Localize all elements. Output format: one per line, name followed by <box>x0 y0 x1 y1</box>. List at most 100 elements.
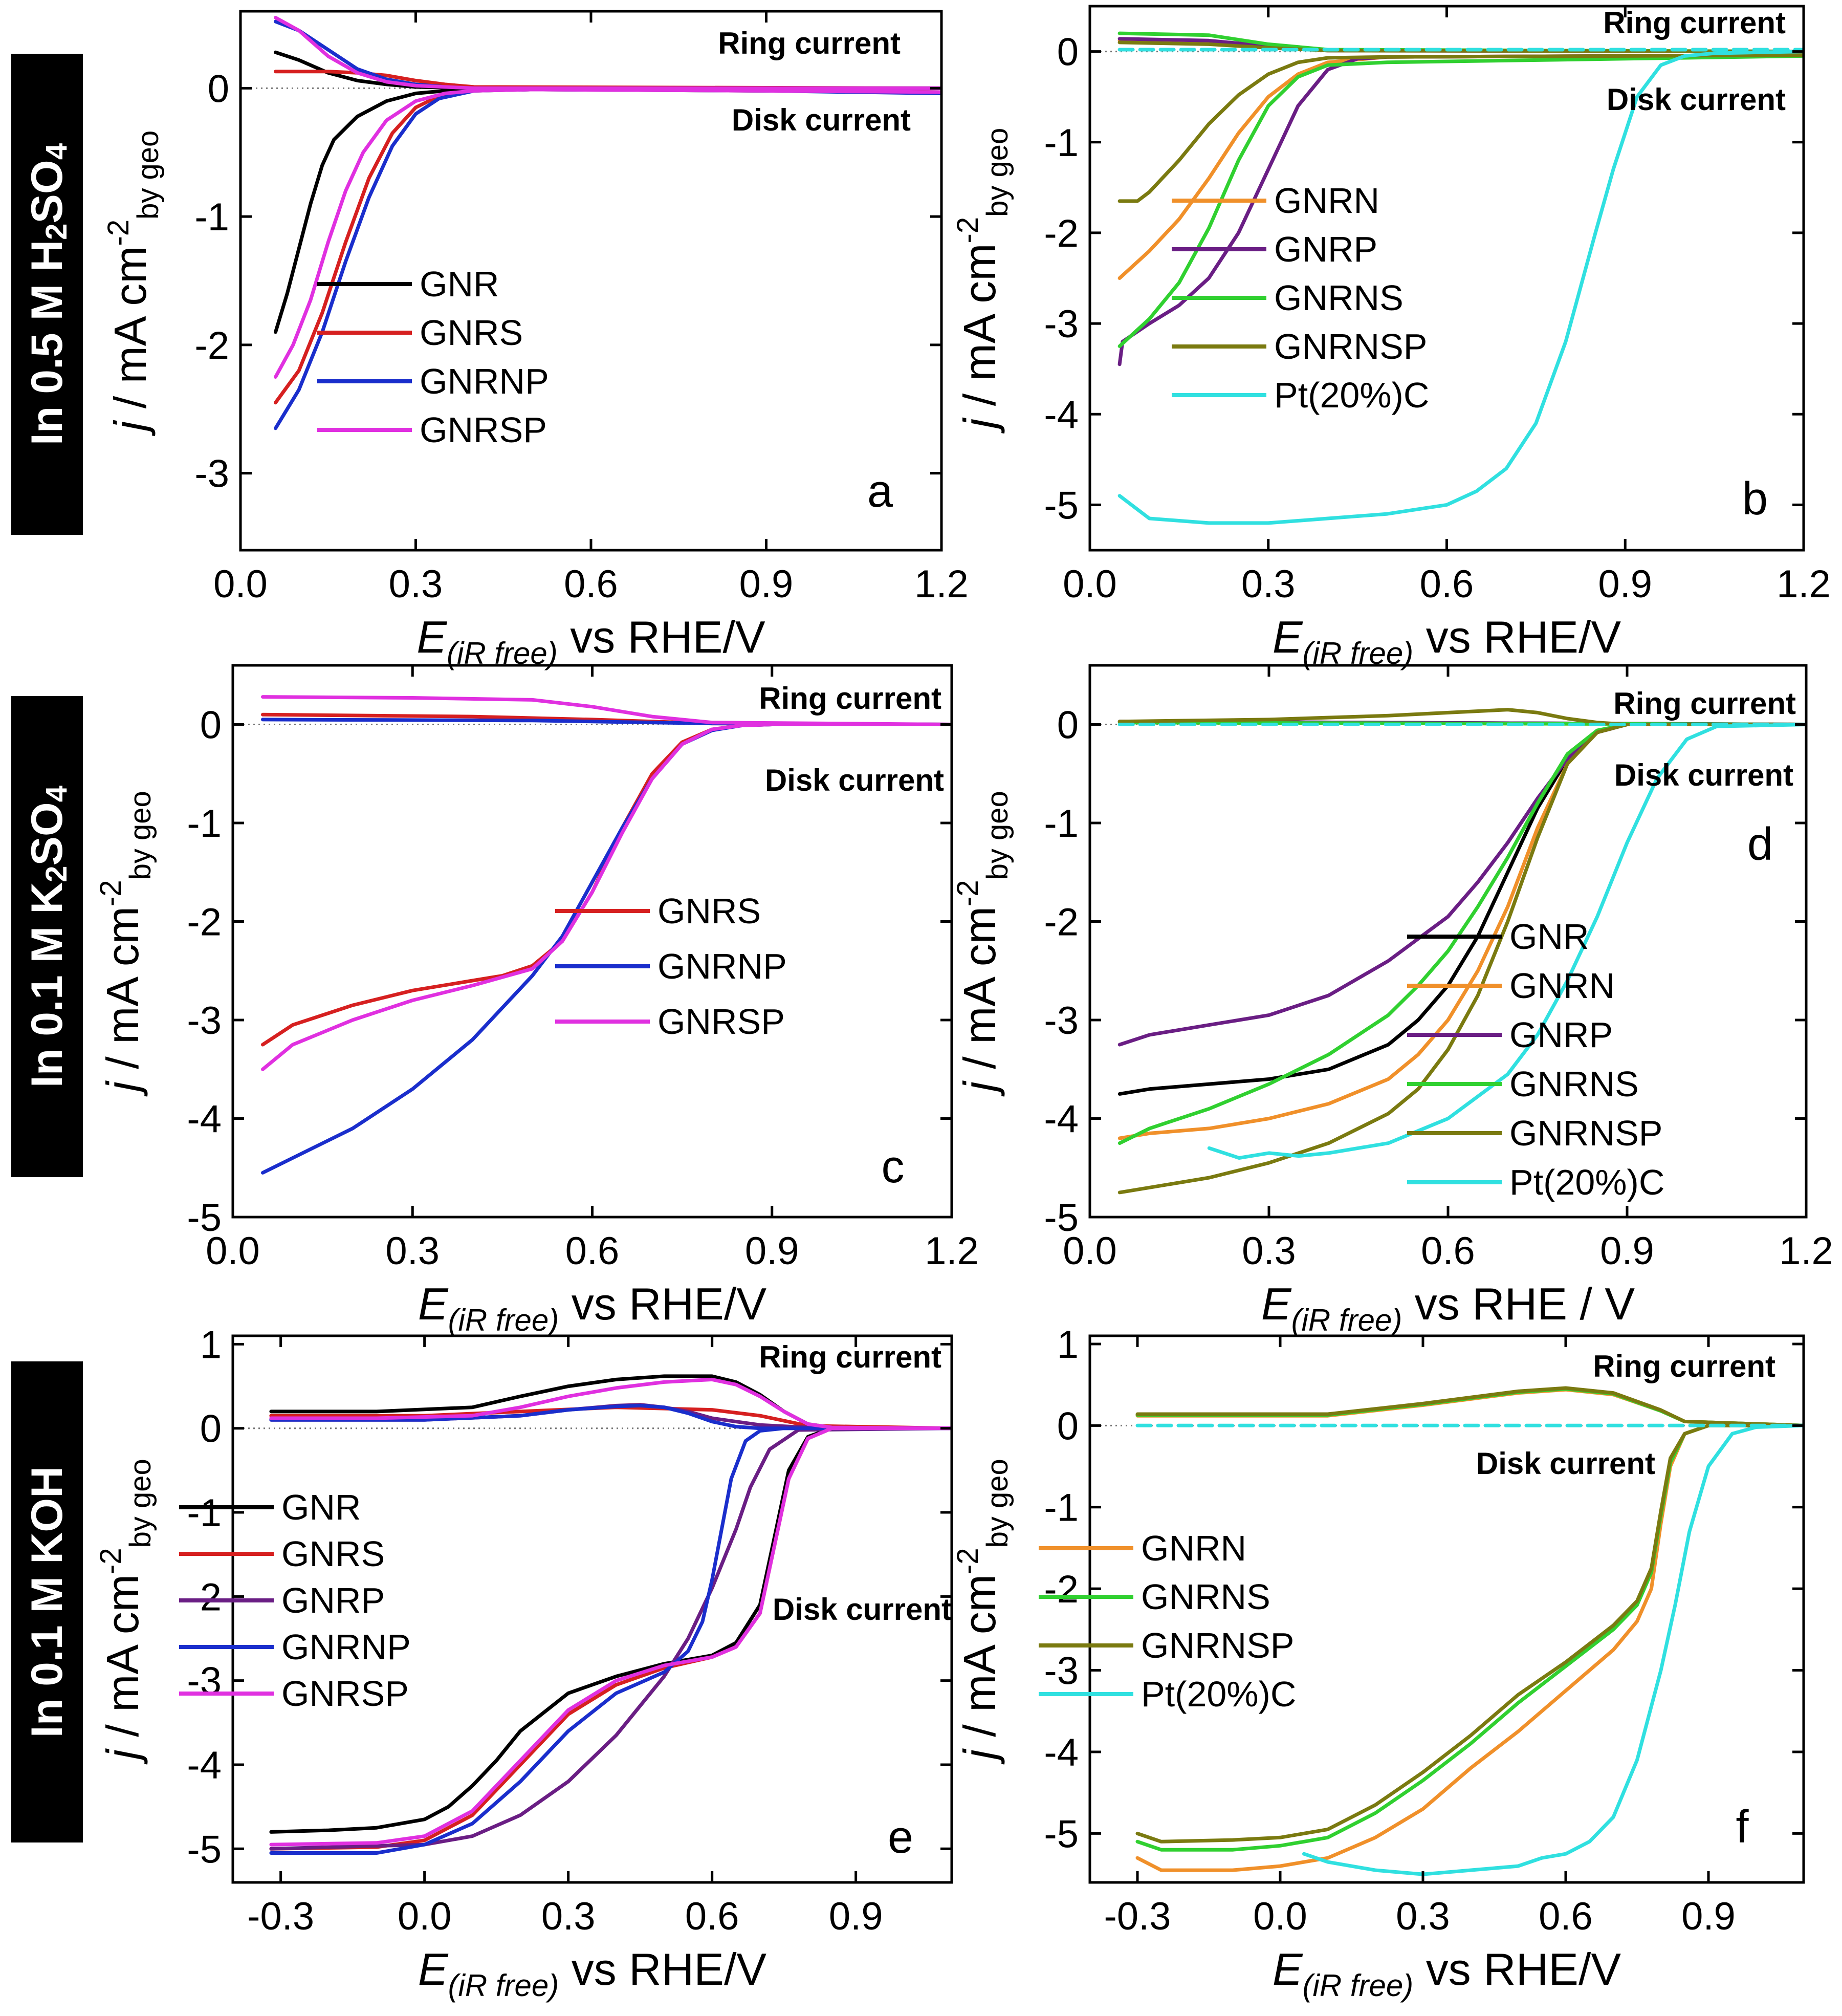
panel-e: -0.3 0.0 0.3 0.6 0.9 1 0 -1 -2 -3 -4 -5 E(iR free) v… <box>94 1323 953 2003</box>
legend-entry: GNRN <box>1509 966 1615 1006</box>
x-axis-title: E(iR free) vs RHE/V <box>418 1278 767 1337</box>
y-tick-label: 1 <box>1057 1323 1079 1367</box>
y-tick-label: -1 <box>187 802 222 846</box>
ring-current-label: Ring current <box>1613 686 1796 721</box>
x-tick-label: 0.6 <box>1420 562 1474 606</box>
legend-entry: GNRNSP <box>1274 327 1427 366</box>
y-tick-label: 0 <box>1057 704 1079 747</box>
legend-entry: GNRS <box>657 891 761 931</box>
x-tick-label: 0.0 <box>1253 1895 1307 1938</box>
plot-frame <box>1088 1334 1805 1884</box>
legend: GNRN GNRNS GNRNSP Pt(20%)C <box>1039 1528 1296 1714</box>
ring-current-label: Ring current <box>759 681 941 716</box>
legend-entry: GNRNS <box>1274 278 1404 318</box>
legend-entry: GNRP <box>1509 1015 1613 1055</box>
y-tick-label: 0 <box>208 67 229 111</box>
disk-current-label-2: Disk current <box>773 1592 952 1627</box>
series-pt-20-c-disk-line <box>1207 723 1806 1160</box>
legend: GNRS GNRNP GNRSP <box>555 891 787 1042</box>
legend-entry: GNRP <box>1274 229 1377 269</box>
y-tick-label: -3 <box>1044 1650 1079 1693</box>
series-gnrsp-ring-line <box>269 1377 952 1430</box>
y-tick-label: -2 <box>1044 212 1079 255</box>
series-gnrp-disk-line <box>269 1426 952 1851</box>
y-tick-label: -2 <box>1044 1568 1079 1611</box>
x-tick-label: 0.6 <box>564 562 618 606</box>
x-tick-label: 0.6 <box>1539 1895 1593 1938</box>
x-tick-label: 0.9 <box>1681 1895 1736 1938</box>
curves <box>1117 708 1806 1195</box>
x-axis-title: E(iR free) vs RHE/V <box>1273 612 1621 670</box>
x-tick-label: 0.0 <box>213 562 268 606</box>
row-label-box <box>11 696 83 1177</box>
legend-entry: GNRNP <box>420 361 549 401</box>
row-label-box <box>11 1361 83 1842</box>
x-tick-label: 1.2 <box>925 1229 979 1273</box>
series-gnrnsp-disk-line <box>1135 1423 1804 1844</box>
legend-entry: GNRNP <box>657 946 787 986</box>
x-tick-label: 0.0 <box>398 1895 452 1938</box>
y-tick-label: -1 <box>194 196 229 239</box>
y-tick-label: -3 <box>1044 999 1079 1043</box>
curves <box>1135 1386 1804 1876</box>
legend-entry: GNR <box>281 1487 361 1527</box>
series-gnrnp-ring-line <box>269 1403 952 1430</box>
series-gnrsp-disk-line <box>261 723 952 1071</box>
panel-letter: c <box>882 1141 905 1193</box>
y-tick-label: 0 <box>1057 1404 1079 1448</box>
y-axis-title: j / mA cm-2by geo <box>951 1459 1014 1765</box>
y-axis-title: j / mA cm-2by geo <box>951 128 1014 434</box>
legend-entry: GNRSP <box>420 410 547 450</box>
legend-entry: GNRNS <box>1141 1577 1270 1617</box>
series-gnrnsp-disk-line <box>1117 53 1804 203</box>
x-axis-title: E(iR free) vs RHE/V <box>1273 1944 1621 2003</box>
panel-letter: b <box>1742 473 1768 525</box>
x-tick-label: 1.2 <box>1777 562 1831 606</box>
y-axis-title: j / mA cm-2by geo <box>951 791 1014 1097</box>
x-axis-title: E(iR free) vs RHE/V <box>416 612 765 670</box>
x-tick-label: 0.3 <box>1242 1229 1296 1273</box>
x-tick-label: 0.9 <box>1600 1229 1654 1273</box>
y-tick-label: -3 <box>1044 302 1079 346</box>
series-gnrns-disk-line <box>1117 723 1806 1145</box>
x-tick-label: 1.2 <box>1779 1229 1833 1273</box>
legend-entry: GNRNSP <box>1509 1113 1662 1153</box>
y-tick-label: -5 <box>1044 1812 1079 1856</box>
ring-current-label: Ring current <box>1593 1349 1775 1383</box>
x-tick-label: 0.3 <box>389 562 443 606</box>
legend-entry: GNRNS <box>1509 1064 1639 1104</box>
legend-entry: GNRNP <box>281 1627 411 1667</box>
row-label-box <box>11 54 83 535</box>
series-gnrns-ring-line <box>1135 1387 1804 1427</box>
x-tick-label: 0.6 <box>1421 1229 1475 1273</box>
series-gnrnp-disk-line <box>274 88 941 430</box>
series-gnrsp-ring-line <box>274 16 941 90</box>
series-gnrsp-disk-line <box>269 1426 952 1847</box>
curves <box>274 16 941 430</box>
panel-b: 0.0 0.3 0.6 0.9 1.2 0 -1 -2 -3 -4 -5 E(iR free) vs … <box>951 5 1831 670</box>
x-tick-label: 0.9 <box>1598 562 1652 606</box>
x-axis-title: E(iR free) vs RHE/V <box>418 1944 767 2003</box>
y-tick-label: -3 <box>187 999 222 1043</box>
panels: 0.0 0.3 0.6 0.9 1.2 0 -1 -2 -3 E(iR free) vs RHE/… <box>94 5 1833 2003</box>
y-tick-label: -4 <box>1044 1098 1079 1141</box>
series-gnrnsp-disk-line <box>1117 723 1806 1195</box>
legend-entry: Pt(20%)C <box>1141 1674 1296 1714</box>
disk-current-label: Disk current <box>1607 82 1786 117</box>
legend-entry: GNR <box>420 264 499 304</box>
series-gnr-disk-line <box>269 1426 952 1834</box>
x-tick-label: 0.6 <box>565 1229 620 1273</box>
legend-entry: Pt(20%)C <box>1509 1162 1664 1202</box>
y-tick-label: -1 <box>1044 121 1079 165</box>
panel-letter: a <box>867 466 893 517</box>
ring-current-label: Ring current <box>759 1340 941 1374</box>
legend-entry: GNRNSP <box>1141 1625 1294 1665</box>
x-tick-label: 0.0 <box>206 1229 260 1273</box>
disk-current-label: Disk current <box>765 763 944 797</box>
y-tick-label: -1 <box>1044 802 1079 846</box>
panel-f: -0.3 0.0 0.3 0.6 0.9 1 0 -1 -2 -3 -4 -5 E(iR free) v… <box>951 1323 1805 2003</box>
x-tick-label: 0.3 <box>541 1895 596 1938</box>
y-tick-label: -5 <box>1044 484 1079 527</box>
panel-d: 0.0 0.3 0.6 0.9 1.2 0 -1 -2 -3 -4 -5 E(iR free) vs … <box>951 664 1833 1337</box>
disk-current-label: Disk current <box>1476 1446 1655 1481</box>
